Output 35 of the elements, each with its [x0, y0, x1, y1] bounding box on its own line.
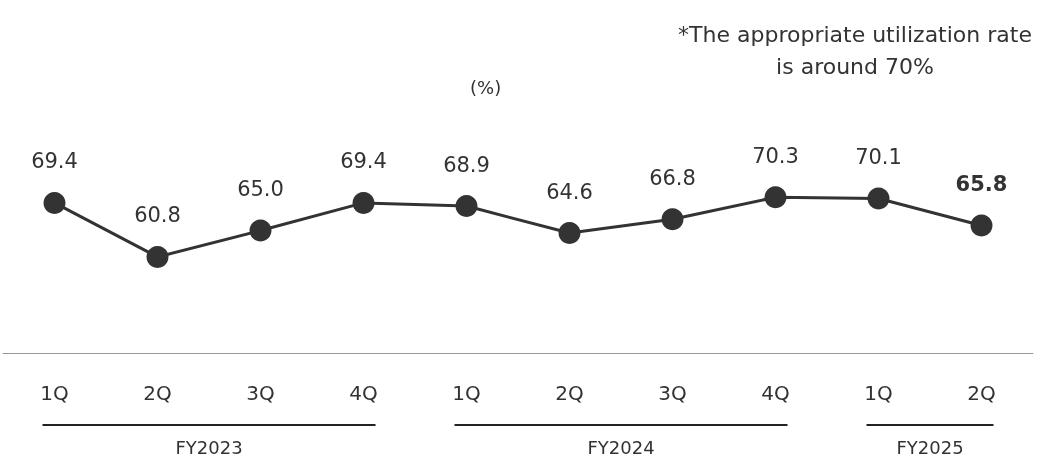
x-tick-label: 1Q	[864, 381, 893, 405]
point	[455, 195, 478, 218]
data-label: 69.4	[340, 149, 387, 174]
data-label: 65.0	[237, 177, 284, 202]
text: FY2024	[587, 436, 655, 458]
point	[764, 186, 787, 209]
data-label: 65.8	[955, 172, 1008, 197]
x-tick-label: 2Q	[143, 381, 172, 405]
data-label: 70.1	[855, 145, 902, 170]
point	[249, 219, 272, 242]
point	[970, 214, 993, 237]
text: FY2025	[896, 436, 964, 458]
data-label: 64.6	[546, 179, 593, 204]
point	[43, 191, 66, 214]
data-label: 60.8	[134, 203, 181, 228]
x-tick-label: 4Q	[349, 381, 378, 405]
point	[352, 191, 375, 214]
text: FY2023	[175, 436, 243, 458]
data-label: 70.3	[752, 143, 799, 168]
text: *The appropriate utilization rate is around 70%	[678, 21, 1032, 79]
x-tick-label: 2Q	[555, 381, 584, 405]
x-tick-label: 2Q	[967, 381, 996, 405]
x-tick-label: 1Q	[452, 381, 481, 405]
data-label: 68.9	[443, 152, 490, 177]
text: (%)	[470, 76, 502, 98]
data-label: 69.4	[31, 149, 78, 174]
x-tick-label: 4Q	[761, 381, 790, 405]
point	[867, 187, 890, 210]
x-tick-label: 3Q	[246, 381, 275, 405]
point	[558, 222, 581, 245]
point	[146, 245, 169, 268]
data-label: 66.8	[649, 165, 696, 190]
point	[661, 208, 684, 231]
x-tick-label: 3Q	[658, 381, 687, 405]
x-tick-label: 1Q	[40, 381, 69, 405]
